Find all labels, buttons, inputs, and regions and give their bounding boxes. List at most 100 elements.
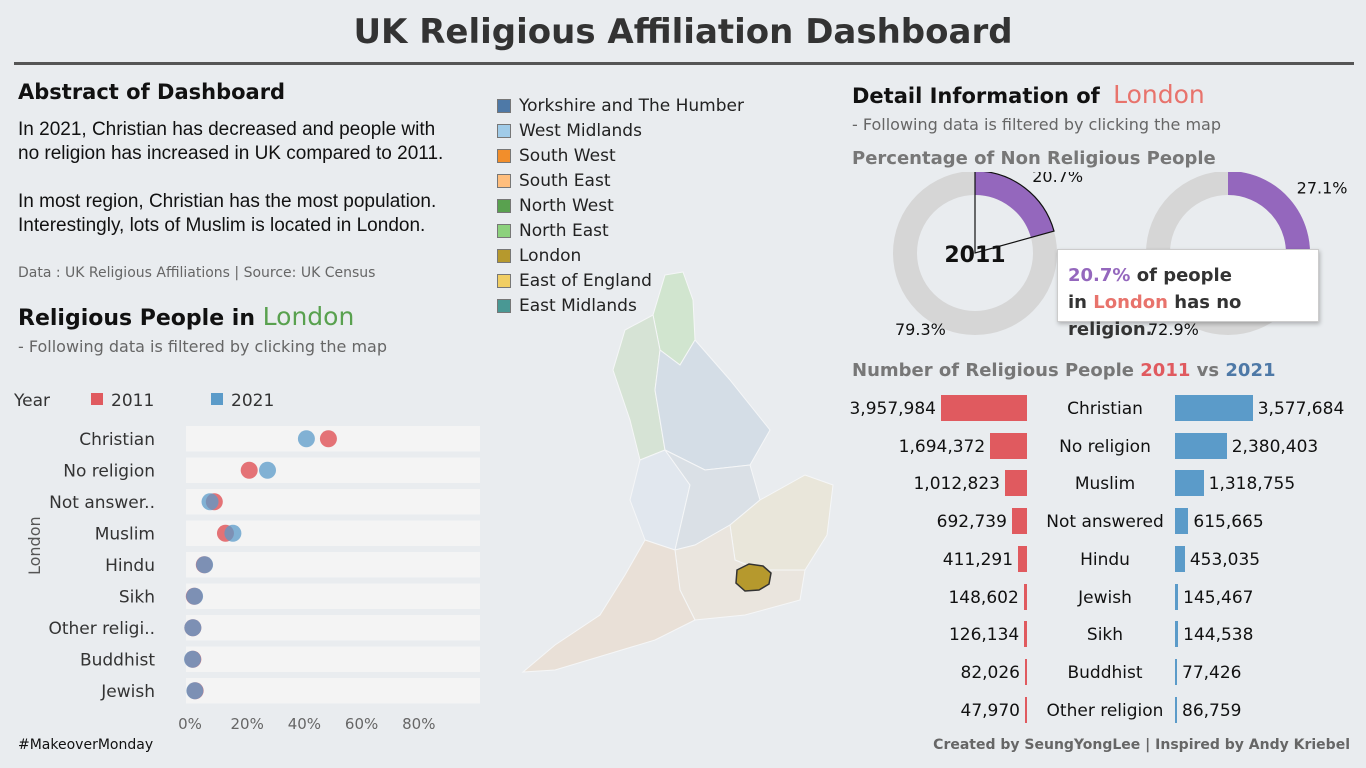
abstract-line: In most region, Christian has the most p… — [18, 191, 437, 212]
region-legend-item[interactable]: South West — [497, 143, 744, 168]
bar-2021[interactable] — [1175, 583, 1179, 610]
region-legend-item[interactable]: North West — [497, 193, 744, 218]
bar-row: 1,694,372 No religion 2,380,403 — [840, 428, 1360, 459]
legend-2021-swatch — [211, 393, 223, 405]
region-legend-label: South West — [519, 145, 616, 166]
dot-2011[interactable] — [319, 430, 337, 448]
bar-2021[interactable] — [1175, 432, 1227, 459]
bar-2021[interactable] — [1175, 658, 1177, 685]
bar-2011[interactable] — [1023, 583, 1027, 610]
dot-2021[interactable] — [201, 493, 219, 511]
region-legend-label: South East — [519, 170, 611, 191]
bar-2021[interactable] — [1175, 696, 1177, 723]
region-legend-item[interactable]: West Midlands — [497, 118, 744, 143]
dot-2011[interactable] — [240, 461, 258, 479]
bar-2011[interactable] — [990, 432, 1027, 459]
bar-2021-value: 86,759 — [1182, 700, 1242, 721]
footer-credits: Created by SeungYongLee | Inspired by An… — [933, 737, 1350, 753]
bar-2011[interactable] — [1025, 658, 1027, 685]
bar-title-2011: 2011 — [1140, 360, 1191, 381]
bar-2011-value: 126,134 — [948, 625, 1020, 646]
bar-2021[interactable] — [1175, 470, 1204, 497]
bar-2011-value: 82,026 — [960, 662, 1020, 683]
region-legend-item[interactable]: South East — [497, 168, 744, 193]
bar-title-vs: vs — [1196, 360, 1220, 381]
bar-2011[interactable] — [941, 395, 1027, 421]
x-tick-label: 40% — [288, 715, 321, 733]
bar-2021[interactable] — [1175, 395, 1253, 421]
dot-category-label: Muslim — [95, 524, 155, 544]
religion-dot-plot[interactable]: Christian No religion Not answer.. Muslim Hi… — [0, 415, 490, 735]
bar-2011[interactable] — [1024, 621, 1027, 648]
donut-non-religious-slice[interactable] — [1227, 172, 1310, 264]
data-source: Data : UK Religious Affiliations | Sourc… — [18, 265, 376, 281]
dot-2021[interactable] — [186, 682, 204, 700]
bar-category-label: No religion — [1059, 436, 1151, 457]
bar-category-label: Other religion — [1046, 700, 1164, 721]
dot-row-band — [186, 678, 480, 704]
donut-non-religious-slice[interactable] — [974, 172, 1055, 238]
donut-title: Percentage of Non Religious People — [852, 148, 1216, 169]
bar-2021-value: 3,577,684 — [1257, 399, 1345, 419]
dot-row-band — [186, 615, 480, 641]
bar-2021-value: 145,467 — [1183, 587, 1254, 608]
dot-category-label: Christian — [79, 430, 155, 450]
bar-2011[interactable] — [1005, 470, 1027, 497]
dot-2021[interactable] — [224, 524, 242, 542]
heading-prefix: Religious People in — [18, 306, 255, 331]
region-legend-label: North West — [519, 195, 614, 216]
bar-2011[interactable] — [1025, 696, 1027, 723]
region-legend-label: London — [519, 245, 582, 266]
region-legend-swatch — [497, 223, 511, 238]
religious-people-heading: Religious People in London — [18, 302, 354, 331]
bar-row: 3,957,984 Christian 3,577,684 — [840, 390, 1360, 421]
bar-2011-value: 148,602 — [948, 587, 1019, 608]
bar-row: 126,134 Sikh 144,538 — [840, 616, 1360, 648]
legend-2011-label[interactable]: 2011 — [111, 391, 155, 411]
region-legend-label: East Midlands — [519, 295, 637, 316]
region-legend-item[interactable]: London — [497, 243, 744, 268]
donut-highlight-outline — [974, 172, 1055, 254]
donut-center-label: 2011 — [944, 243, 1005, 268]
bar-category-label: Hindu — [1080, 549, 1130, 570]
region-legend-item[interactable]: North East — [497, 218, 744, 243]
dot-2021[interactable] — [186, 587, 204, 605]
dot-category-label: Hindu — [105, 556, 155, 576]
legend-2021-label[interactable]: 2021 — [231, 391, 275, 411]
x-tick-label: 20% — [231, 715, 264, 733]
region-legend-item[interactable]: Yorkshire and The Humber — [497, 93, 744, 118]
bar-row: 47,970 Other religion 86,759 — [840, 692, 1360, 723]
tooltip-percentage: 20.7% — [1068, 265, 1131, 286]
bar-category-label: Jewish — [1078, 587, 1132, 608]
map-region-london[interactable] — [735, 563, 772, 592]
bar-2021[interactable] — [1175, 545, 1185, 572]
bar-chart-title: Number of Religious People 2011 vs 2021 — [852, 360, 1276, 381]
dot-row-band — [186, 552, 480, 578]
bar-2011-value: 692,739 — [936, 512, 1007, 533]
tooltip-region: London — [1093, 292, 1168, 313]
england-region-map[interactable] — [515, 270, 845, 690]
dot-2021[interactable] — [196, 556, 214, 574]
bar-2021-value: 1,318,755 — [1208, 474, 1296, 495]
bar-category-label: Buddhist — [1067, 662, 1143, 683]
religious-people-bar-chart[interactable]: 3,957,984 Christian 3,577,684 1,694,372 No r… — [840, 390, 1360, 730]
dot-2021[interactable] — [184, 619, 202, 637]
bar-2011-value: 47,970 — [960, 700, 1020, 721]
title-divider — [14, 62, 1354, 65]
dot-category-label: Sikh — [119, 587, 155, 607]
bar-2021[interactable] — [1175, 621, 1179, 648]
map-region-south-west[interactable] — [521, 539, 696, 673]
dot-2021[interactable] — [184, 650, 202, 668]
bar-2011-value: 1,694,372 — [898, 436, 986, 457]
dot-2021[interactable] — [259, 461, 277, 479]
map-region-yorkshire[interactable] — [654, 339, 771, 471]
bar-2011[interactable] — [1018, 545, 1027, 572]
region-legend-item[interactable]: East of England — [497, 268, 744, 293]
dot-2021[interactable] — [297, 430, 315, 448]
bar-2021[interactable] — [1175, 508, 1189, 535]
detail-region: London — [1113, 80, 1205, 109]
bar-2011[interactable] — [1011, 508, 1027, 535]
region-legend-item[interactable]: East Midlands — [497, 293, 744, 318]
x-tick-label: 60% — [345, 715, 378, 733]
bar-row: 148,602 Jewish 145,467 — [840, 579, 1360, 610]
